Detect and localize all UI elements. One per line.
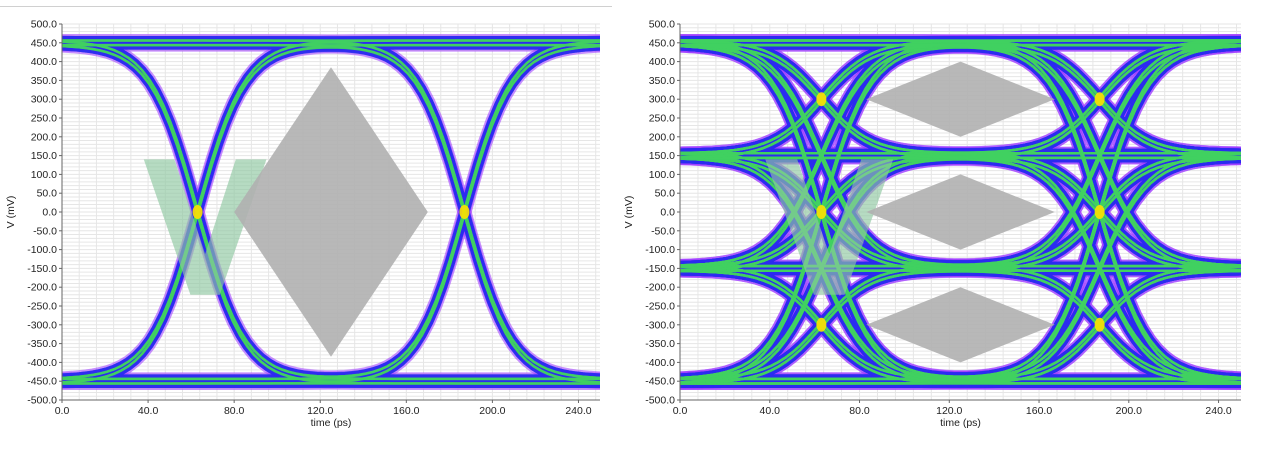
watermark-v [765,159,894,295]
x-axis-label: time (ps) [940,417,981,429]
y-tick-label: 250.0 [649,113,675,125]
eye-trace [62,40,600,378]
y-tick-label: -350.0 [645,338,675,350]
y-tick-label: -500.0 [645,395,675,407]
y-tick-label: -500.0 [27,395,57,407]
eye-trace [62,44,600,383]
x-tick-label: 40.0 [760,405,781,417]
crossing-point [459,205,470,219]
y-tick-label: -200.0 [645,282,675,294]
y-tick-label: 350.0 [31,75,57,87]
crossing-point [192,205,203,219]
eye-trace [680,40,1241,378]
y-tick-label: 250.0 [31,113,57,125]
y-tick-label: -300.0 [27,319,57,331]
y-tick-label: -450.0 [27,376,57,388]
y-tick-label: 50.0 [37,188,58,200]
eye-trace [680,39,1241,154]
y-tick-label: 150.0 [31,150,57,162]
crossing-point [1094,92,1105,107]
eye-traces [62,34,600,390]
crossing-point [816,92,827,107]
x-tick-label: 160.0 [393,405,419,417]
y-tick-label: 100.0 [649,169,675,181]
y-axis-label: V (mV) [623,196,635,229]
eye-trace [680,40,1241,266]
plot-area [62,34,600,390]
y-tick-label: 450.0 [31,37,57,49]
y-tick-label: -100.0 [27,244,57,256]
y-tick-label: 150.0 [649,150,675,162]
y-tick-label: 450.0 [649,37,675,49]
y-tick-label: -50.0 [651,225,675,237]
watermark-v [143,159,267,295]
y-tick-label: -250.0 [645,301,675,313]
eye-mask [866,61,1055,137]
y-tick-label: -150.0 [27,263,57,275]
nrz-eye-panel: 500.0 450.0 400.0 350.0 300.0 250.0 200.0 150.0… [0,0,615,449]
y-tick-label: 400.0 [31,56,57,68]
crossing-hotspots [816,92,1105,332]
x-tick-label: 80.0 [224,405,245,417]
y-tick-label: -400.0 [27,357,57,369]
x-tick-label: 160.0 [1026,405,1052,417]
y-tick-label: -50.0 [33,225,57,237]
y-tick-label: 200.0 [31,131,57,143]
eye-trace [680,44,1241,159]
watermark-logo [143,159,267,295]
y-tick-label: -450.0 [645,376,675,388]
y-tick-label: 350.0 [649,75,675,87]
y-tick-label: 300.0 [649,94,675,106]
crossing-point [1094,317,1105,332]
y-tick-label: 0.0 [42,207,57,219]
y-tick-label: 500.0 [31,19,57,31]
eye-mask [866,174,1055,250]
eye-masks [866,61,1055,363]
y-tick-label: 200.0 [649,131,675,143]
top-divider [0,6,612,7]
y-tick-label: -100.0 [645,244,675,256]
y-tick-label: 50.0 [655,188,676,200]
x-tick-label: 200.0 [479,405,505,417]
x-tick-label: 240.0 [565,405,591,417]
y-tick-label: -250.0 [27,301,57,313]
x-tick-label: 80.0 [849,405,870,417]
y-tick-label: -400.0 [645,357,675,369]
y-tick-label: -350.0 [27,338,57,350]
crossing-hotspots [192,205,470,219]
x-tick-label: 240.0 [1205,405,1231,417]
y-axis-label: V (mV) [5,196,17,229]
y-tick-label: 100.0 [31,169,57,181]
crossing-point [816,205,827,219]
x-axis-label: time (ps) [311,417,352,429]
y-tick-label: -150.0 [645,263,675,275]
y-tick-label: 500.0 [649,19,675,31]
eye-trace [680,44,1241,271]
x-tick-label: 0.0 [55,405,70,417]
x-tick-label: 120.0 [936,405,962,417]
x-tick-label: 40.0 [138,405,159,417]
x-tick-label: 0.0 [673,405,688,417]
y-tick-label: -200.0 [27,282,57,294]
crossing-point [816,317,827,332]
pam4-eye-panel: 500.0 450.0 400.0 350.0 300.0 250.0 200.0 150.0… [618,0,1262,449]
y-tick-label: 0.0 [660,207,675,219]
x-tick-label: 120.0 [307,405,333,417]
eye-trace [680,44,1241,383]
plot-area [680,34,1241,390]
y-tick-label: 300.0 [31,94,57,106]
y-tick-label: -300.0 [645,319,675,331]
nrz-eye-chart: 500.0 450.0 400.0 350.0 300.0 250.0 200.0 150.0… [5,19,600,429]
eye-traces [680,34,1241,390]
x-tick-label: 200.0 [1116,405,1142,417]
pam4-eye-chart: 500.0 450.0 400.0 350.0 300.0 250.0 200.0 150.0… [623,19,1241,429]
watermark-logo [765,159,894,295]
eye-masks [234,67,428,357]
eye-mask [234,67,428,357]
eye-mask [866,287,1055,363]
y-tick-label: 400.0 [649,56,675,68]
crossing-point [1094,205,1105,219]
